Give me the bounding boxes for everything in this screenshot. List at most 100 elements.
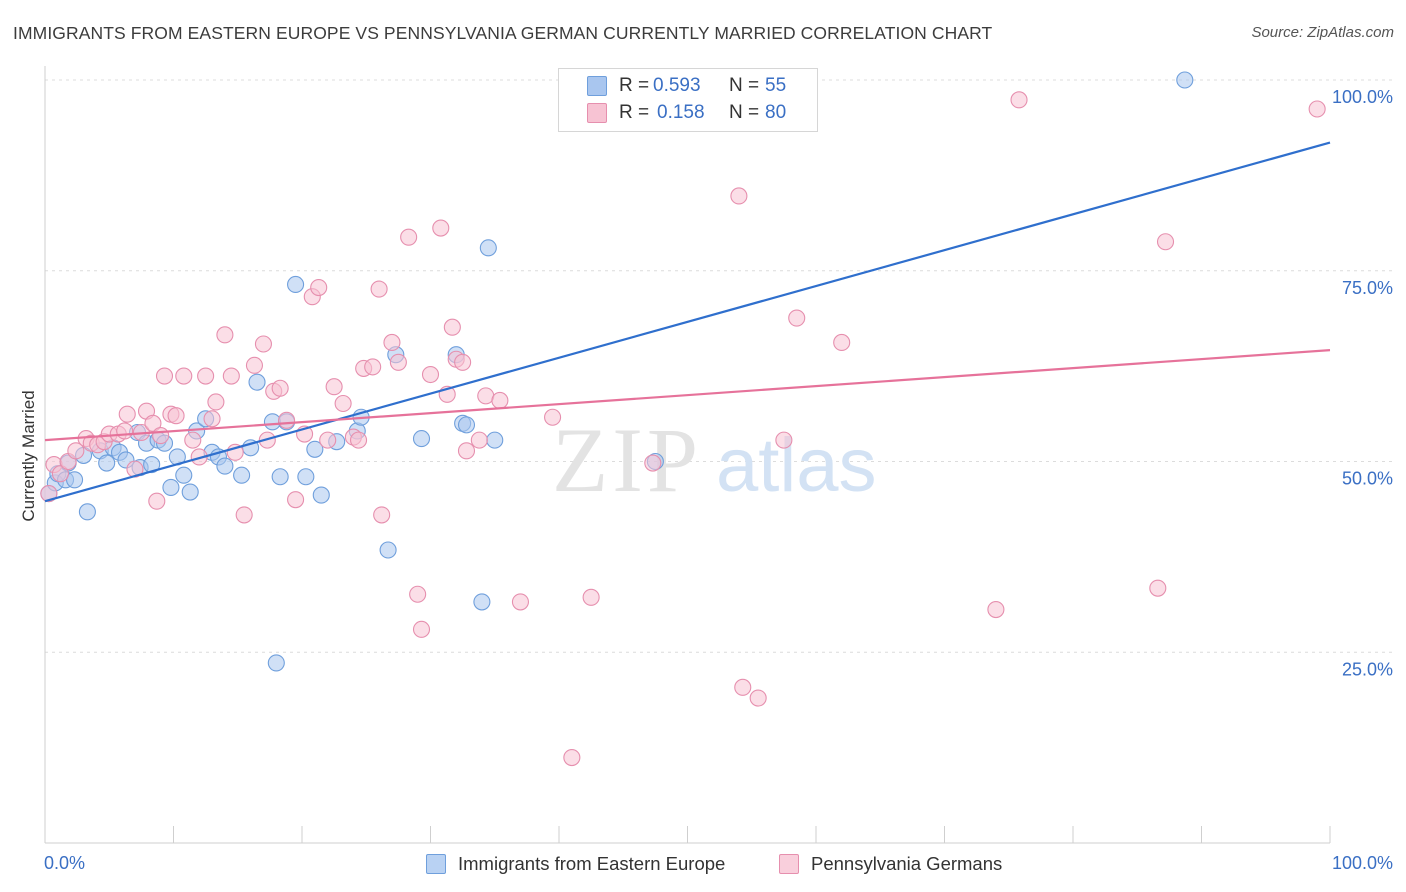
r-label: R = [619, 102, 650, 123]
watermark-zip: ZIP [552, 409, 702, 511]
y-tick-label: 50.0% [1342, 469, 1393, 489]
data-point [364, 358, 382, 376]
r-value: 0.593 [653, 75, 701, 96]
data-point [582, 588, 600, 606]
x-tick-label: 0.0% [44, 853, 85, 873]
data-point [457, 416, 476, 434]
data-point [491, 391, 509, 410]
data-point [98, 454, 116, 472]
data-point [78, 503, 96, 521]
legend-label: Pennsylvania Germans [811, 853, 1003, 874]
data-point [325, 378, 343, 396]
data-point [412, 620, 431, 638]
data-point [389, 353, 407, 371]
data-point [245, 356, 264, 374]
data-point [254, 335, 273, 353]
data-point [412, 430, 431, 448]
legend-label: Immigrants from Eastern Europe [458, 853, 726, 874]
data-point [167, 407, 185, 425]
data-point [222, 367, 240, 385]
y-axis-label: Currently Married [19, 390, 38, 521]
data-point [267, 654, 285, 672]
tick-labels: 25.0% 50.0% 75.0% 100.0% 0.0% 100.0% [44, 87, 1393, 873]
data-point [409, 585, 427, 603]
data-point [334, 394, 352, 413]
source-label: Source: ZipAtlas.com [1251, 24, 1394, 41]
data-point [310, 278, 328, 297]
r-value: 0.158 [657, 102, 705, 123]
data-point [152, 427, 170, 445]
trend-lines [44, 141, 1331, 503]
data-point [287, 491, 305, 509]
data-point [788, 309, 806, 327]
data-point [470, 431, 488, 449]
data-point [511, 593, 530, 611]
data-point [370, 280, 388, 298]
x-tick-label: 100.0% [1332, 853, 1393, 873]
legend-swatch-pink [779, 854, 799, 874]
data-point [400, 228, 418, 246]
data-point [1010, 91, 1028, 109]
data-point [197, 367, 215, 385]
data-point [319, 431, 337, 449]
data-point [1149, 579, 1167, 597]
data-point [749, 689, 767, 707]
data-point [1308, 100, 1326, 118]
data-point [248, 373, 266, 391]
stats-legend: R = 0.593 N = 55 R = 0.158 N = 80 [558, 68, 818, 132]
data-point [144, 414, 162, 432]
legend-item-pa-germans: Pennsylvania Germans [779, 851, 1002, 877]
n-label: N = [729, 102, 760, 123]
data-point [67, 442, 85, 460]
data-point [1176, 71, 1194, 89]
data-point [477, 387, 495, 405]
data-point [66, 471, 84, 489]
data-point [563, 748, 581, 767]
data-point [312, 486, 330, 504]
data-point [233, 466, 251, 484]
data-point [51, 465, 69, 483]
data-point [216, 326, 234, 344]
data-point [203, 410, 221, 428]
axes [44, 66, 1331, 844]
data-point [148, 492, 166, 510]
watermark: ZIP atlas [552, 409, 877, 511]
data-point [181, 483, 199, 501]
data-point [443, 318, 461, 336]
data-point [271, 468, 289, 486]
data-point [432, 219, 450, 237]
r-label: R = [619, 75, 650, 96]
data-point [1156, 233, 1175, 251]
n-label: N = [729, 75, 760, 96]
data-point [297, 468, 315, 486]
data-point [278, 411, 296, 429]
data-point [175, 466, 193, 484]
data-point [454, 353, 472, 371]
data-point [175, 367, 193, 385]
legend-swatch-blue [426, 854, 446, 874]
legend-swatch-pink [587, 103, 607, 123]
data-point [287, 275, 305, 294]
data-point [775, 431, 793, 449]
data-point [987, 600, 1005, 619]
data-point [457, 442, 476, 460]
trend-line-eastern-europe [44, 141, 1331, 503]
trend-line-pa-germans [44, 349, 1331, 442]
data-point [479, 239, 497, 257]
data-point [421, 365, 440, 384]
data-point [155, 367, 174, 385]
data-point [162, 478, 180, 496]
data-point [383, 333, 401, 352]
data-point [207, 393, 225, 411]
data-point [271, 379, 289, 397]
data-point [544, 408, 562, 426]
data-point [306, 440, 324, 458]
y-tick-label: 25.0% [1342, 659, 1393, 679]
data-point [184, 431, 202, 449]
data-point [730, 187, 748, 205]
data-point [486, 431, 504, 449]
data-point [734, 678, 752, 696]
chart-title: IMMIGRANTS FROM EASTERN EUROPE VS PENNSY… [13, 23, 993, 43]
data-point [40, 484, 58, 503]
